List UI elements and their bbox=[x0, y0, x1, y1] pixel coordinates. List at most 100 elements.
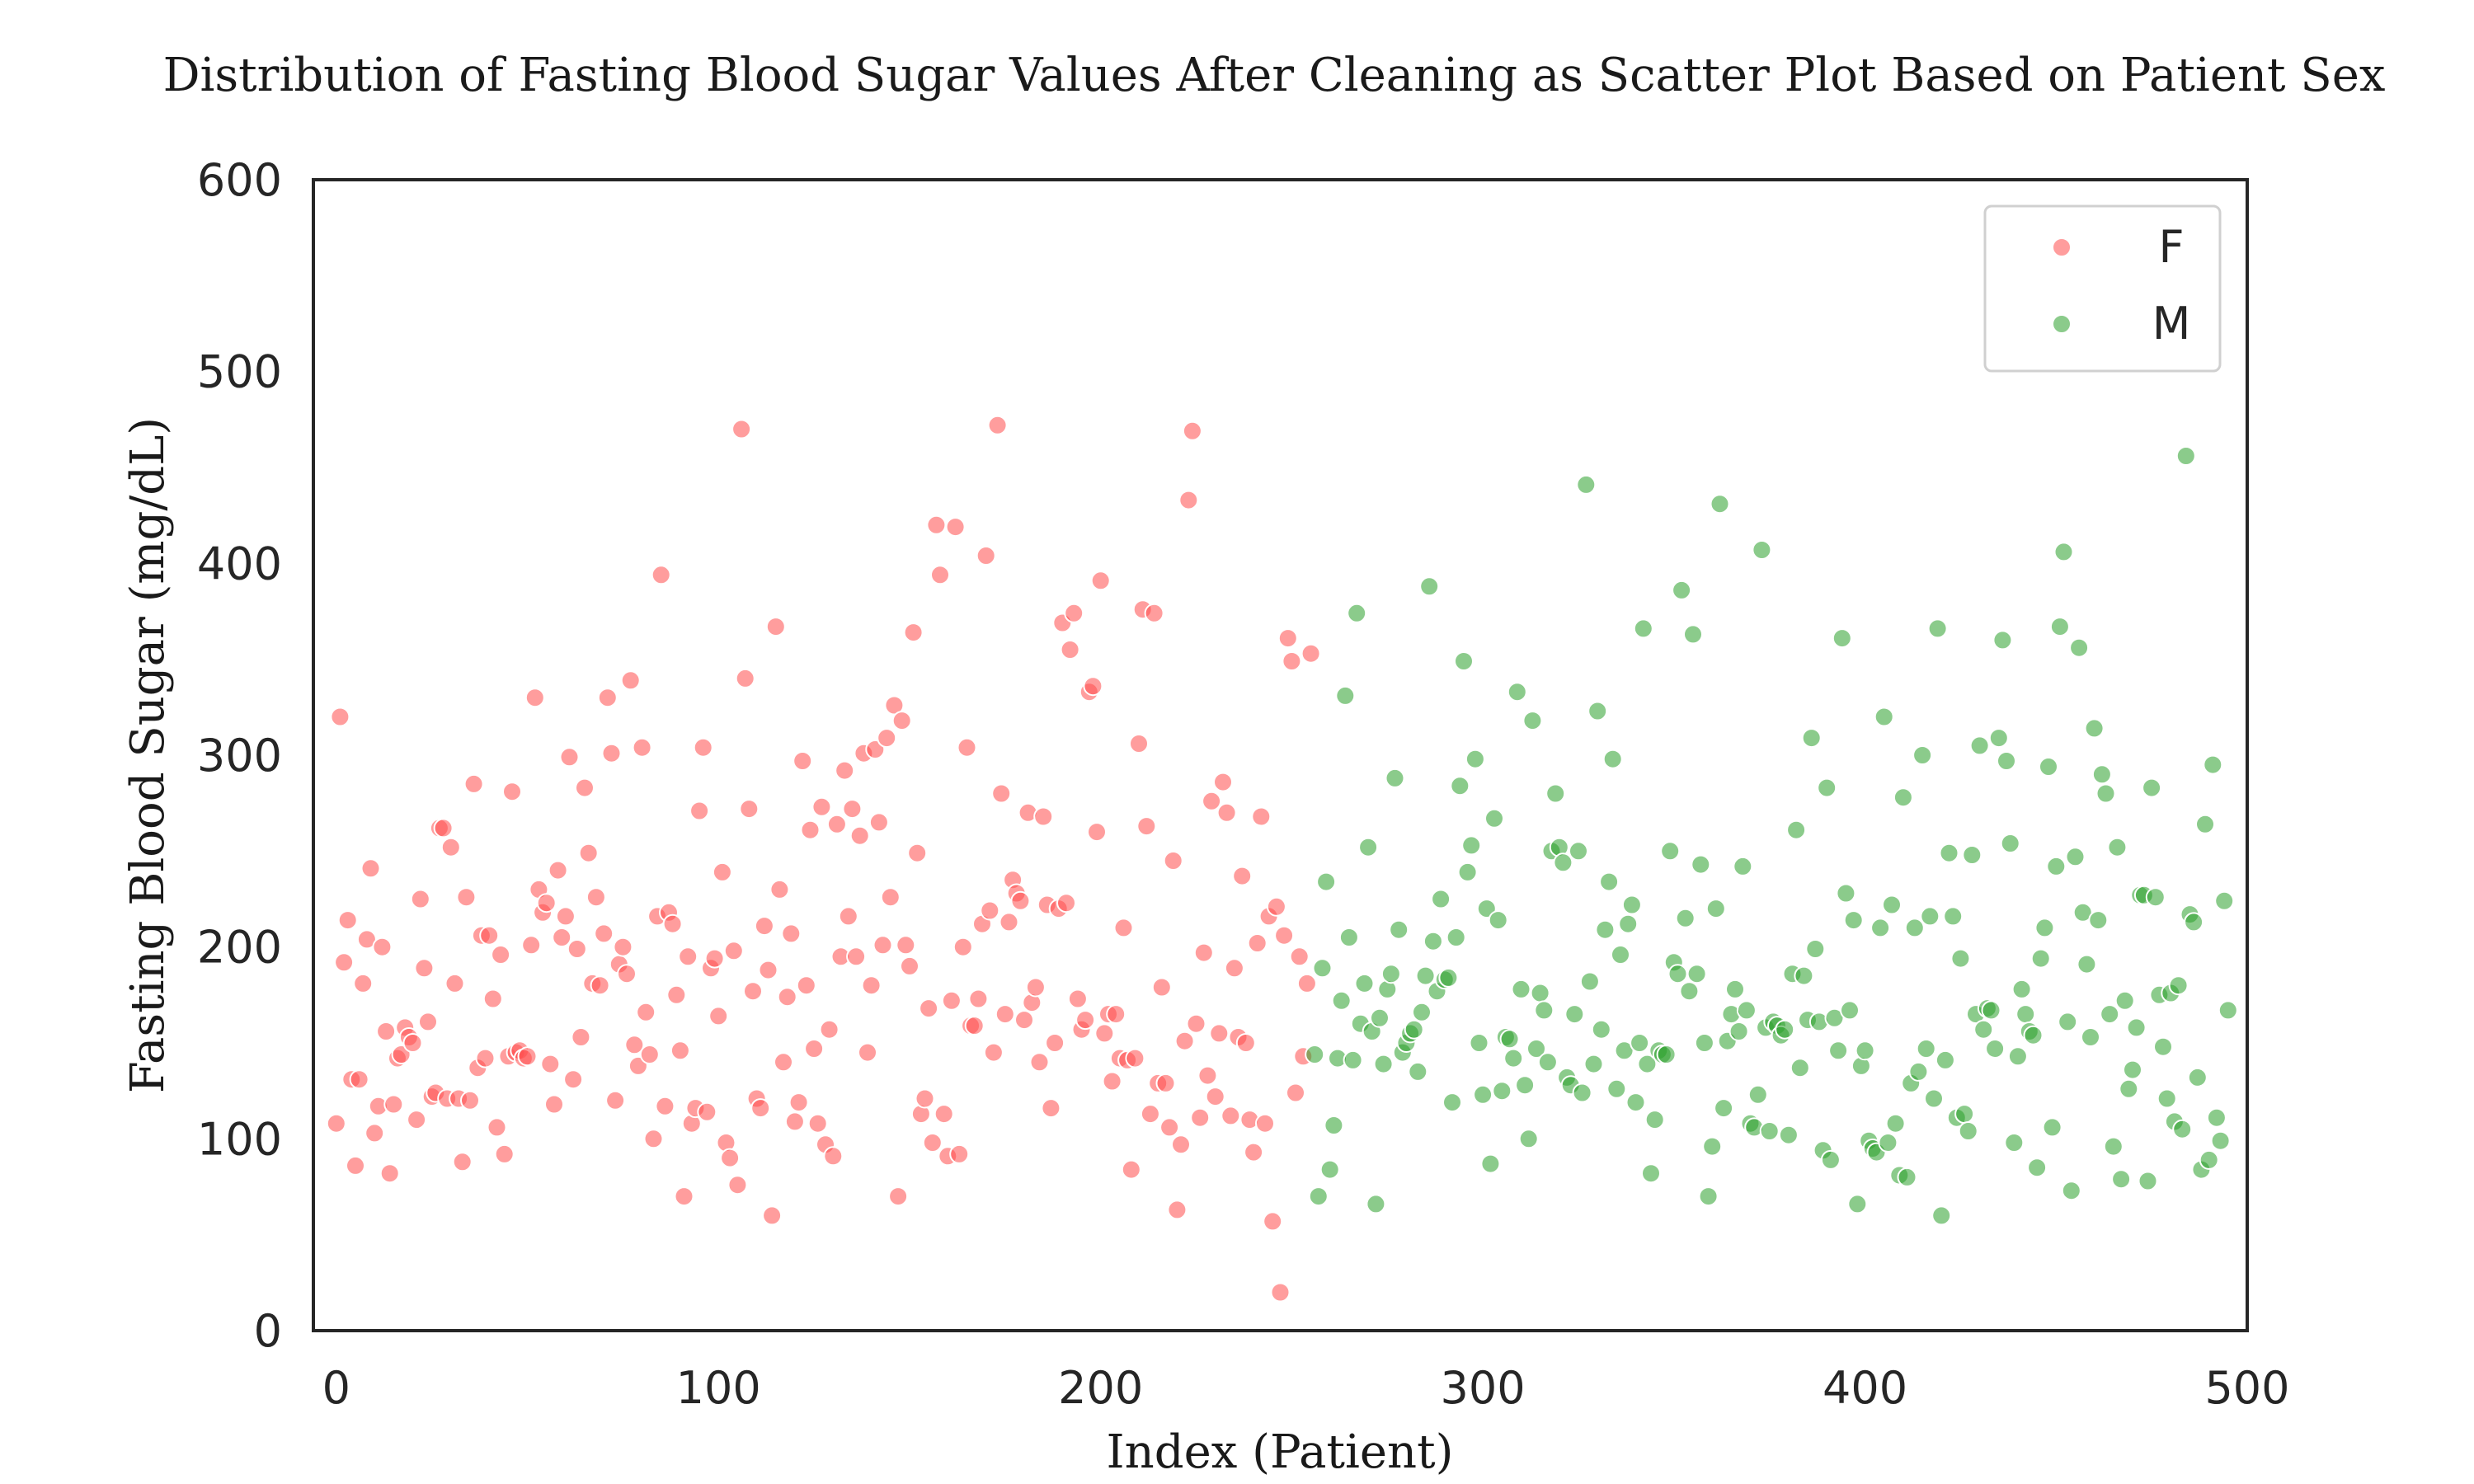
data-point-m-204 bbox=[2084, 718, 2105, 739]
data-point-m-84 bbox=[1625, 1092, 1646, 1113]
data-point-f-222 bbox=[1174, 1031, 1195, 1051]
data-point-m-79 bbox=[1606, 1078, 1627, 1099]
data-point-m-219 bbox=[2142, 777, 2162, 798]
y-tick-label-300: 300 bbox=[197, 730, 282, 782]
data-point-f-46 bbox=[502, 782, 522, 802]
data-point-f-213 bbox=[1140, 1104, 1160, 1125]
data-point-f-70 bbox=[594, 923, 614, 944]
data-point-f-221 bbox=[1171, 1134, 1191, 1155]
data-point-m-119 bbox=[1759, 1121, 1780, 1141]
data-point-m-195 bbox=[2049, 617, 2070, 637]
data-point-m-141 bbox=[1843, 910, 1864, 931]
data-point-f-137 bbox=[849, 825, 870, 846]
data-point-f-56 bbox=[540, 1054, 561, 1074]
data-point-f-117 bbox=[774, 1052, 793, 1073]
data-point-f-1 bbox=[330, 707, 350, 727]
data-point-f-191 bbox=[1056, 893, 1076, 913]
data-point-m-226 bbox=[2168, 975, 2189, 996]
data-point-f-139 bbox=[858, 1042, 877, 1063]
data-point-f-63 bbox=[567, 939, 587, 959]
data-point-f-165 bbox=[957, 737, 977, 758]
data-point-f-97 bbox=[697, 1101, 717, 1122]
data-point-m-70 bbox=[1572, 1082, 1592, 1103]
data-point-m-9 bbox=[1338, 928, 1359, 947]
chart-title: Distribution of Fasting Blood Sugar Valu… bbox=[163, 49, 2386, 102]
data-point-f-245 bbox=[1263, 1211, 1283, 1232]
data-point-f-175 bbox=[995, 1004, 1015, 1025]
data-point-m-192 bbox=[2039, 757, 2058, 777]
y-tick-label-100: 100 bbox=[197, 1113, 282, 1165]
x-tick-label-400: 400 bbox=[1823, 1362, 1907, 1414]
data-point-f-171 bbox=[980, 900, 1000, 921]
data-point-f-127 bbox=[811, 796, 832, 817]
data-point-f-250 bbox=[1282, 651, 1302, 671]
x-tick-label-300: 300 bbox=[1441, 1362, 1526, 1414]
data-point-f-234 bbox=[1221, 1106, 1241, 1126]
data-point-f-99 bbox=[704, 948, 725, 969]
data-point-f-209 bbox=[1125, 1048, 1145, 1068]
data-point-f-168 bbox=[968, 989, 989, 1009]
data-point-f-30 bbox=[440, 837, 461, 857]
y-tick-label-200: 200 bbox=[197, 922, 282, 974]
data-point-m-95 bbox=[1667, 964, 1688, 984]
data-point-f-120 bbox=[784, 1111, 805, 1132]
data-point-f-159 bbox=[934, 1104, 954, 1125]
data-point-f-203 bbox=[1102, 1071, 1122, 1092]
data-point-m-117 bbox=[1752, 540, 1772, 560]
data-point-f-231 bbox=[1209, 1023, 1230, 1044]
data-point-m-103 bbox=[1698, 1186, 1719, 1207]
data-point-m-214 bbox=[2123, 1059, 2142, 1080]
data-point-f-237 bbox=[1232, 866, 1253, 886]
data-point-m-185 bbox=[2011, 979, 2032, 999]
data-point-f-107 bbox=[735, 668, 755, 688]
data-point-m-4 bbox=[1319, 1159, 1340, 1180]
legend-box bbox=[1983, 204, 2222, 373]
data-point-m-206 bbox=[2091, 764, 2112, 785]
data-point-f-76 bbox=[617, 964, 637, 984]
data-point-f-80 bbox=[632, 737, 652, 758]
data-point-f-129 bbox=[819, 1019, 840, 1040]
data-point-f-71 bbox=[597, 688, 618, 708]
data-point-f-172 bbox=[983, 1042, 1004, 1063]
data-point-f-43 bbox=[491, 945, 511, 965]
data-point-m-236 bbox=[2206, 1107, 2227, 1128]
data-point-m-87 bbox=[1637, 1054, 1658, 1074]
data-point-f-42 bbox=[487, 1117, 507, 1138]
data-point-m-10 bbox=[1343, 1050, 1363, 1070]
data-point-f-140 bbox=[861, 975, 882, 996]
data-point-f-238 bbox=[1235, 1033, 1256, 1053]
data-point-f-163 bbox=[949, 1144, 970, 1164]
data-point-f-149 bbox=[896, 935, 916, 956]
data-point-m-1 bbox=[1308, 1186, 1329, 1207]
data-point-f-201 bbox=[1094, 1023, 1115, 1044]
data-point-f-85 bbox=[651, 565, 671, 585]
data-point-m-231 bbox=[2187, 1067, 2208, 1087]
data-point-m-230 bbox=[2184, 912, 2204, 932]
data-point-f-115 bbox=[765, 617, 786, 637]
data-point-f-226 bbox=[1190, 1107, 1211, 1128]
data-point-f-12 bbox=[372, 937, 393, 957]
data-point-f-82 bbox=[639, 1045, 660, 1064]
data-point-f-24 bbox=[418, 1012, 438, 1032]
data-point-f-251 bbox=[1286, 1082, 1305, 1103]
data-point-f-89 bbox=[666, 984, 687, 1005]
data-point-f-60 bbox=[555, 906, 576, 927]
x-tick-label-200: 200 bbox=[1058, 1362, 1143, 1414]
data-point-f-235 bbox=[1224, 958, 1244, 979]
data-point-f-246 bbox=[1266, 896, 1286, 917]
data-point-m-210 bbox=[2107, 837, 2128, 857]
data-point-m-113 bbox=[1736, 1000, 1757, 1021]
data-point-m-182 bbox=[2000, 834, 2020, 853]
data-point-f-124 bbox=[800, 819, 821, 840]
data-point-m-71 bbox=[1576, 474, 1597, 495]
data-point-m-20 bbox=[1380, 964, 1401, 984]
data-point-m-35 bbox=[1438, 967, 1459, 988]
data-point-f-14 bbox=[379, 1163, 400, 1184]
data-point-f-51 bbox=[521, 935, 542, 956]
data-point-m-0 bbox=[1305, 1045, 1325, 1064]
data-point-m-169 bbox=[1950, 948, 1971, 969]
data-point-f-224 bbox=[1182, 420, 1202, 441]
data-point-f-217 bbox=[1155, 1073, 1176, 1093]
data-point-m-158 bbox=[1908, 1061, 1929, 1082]
